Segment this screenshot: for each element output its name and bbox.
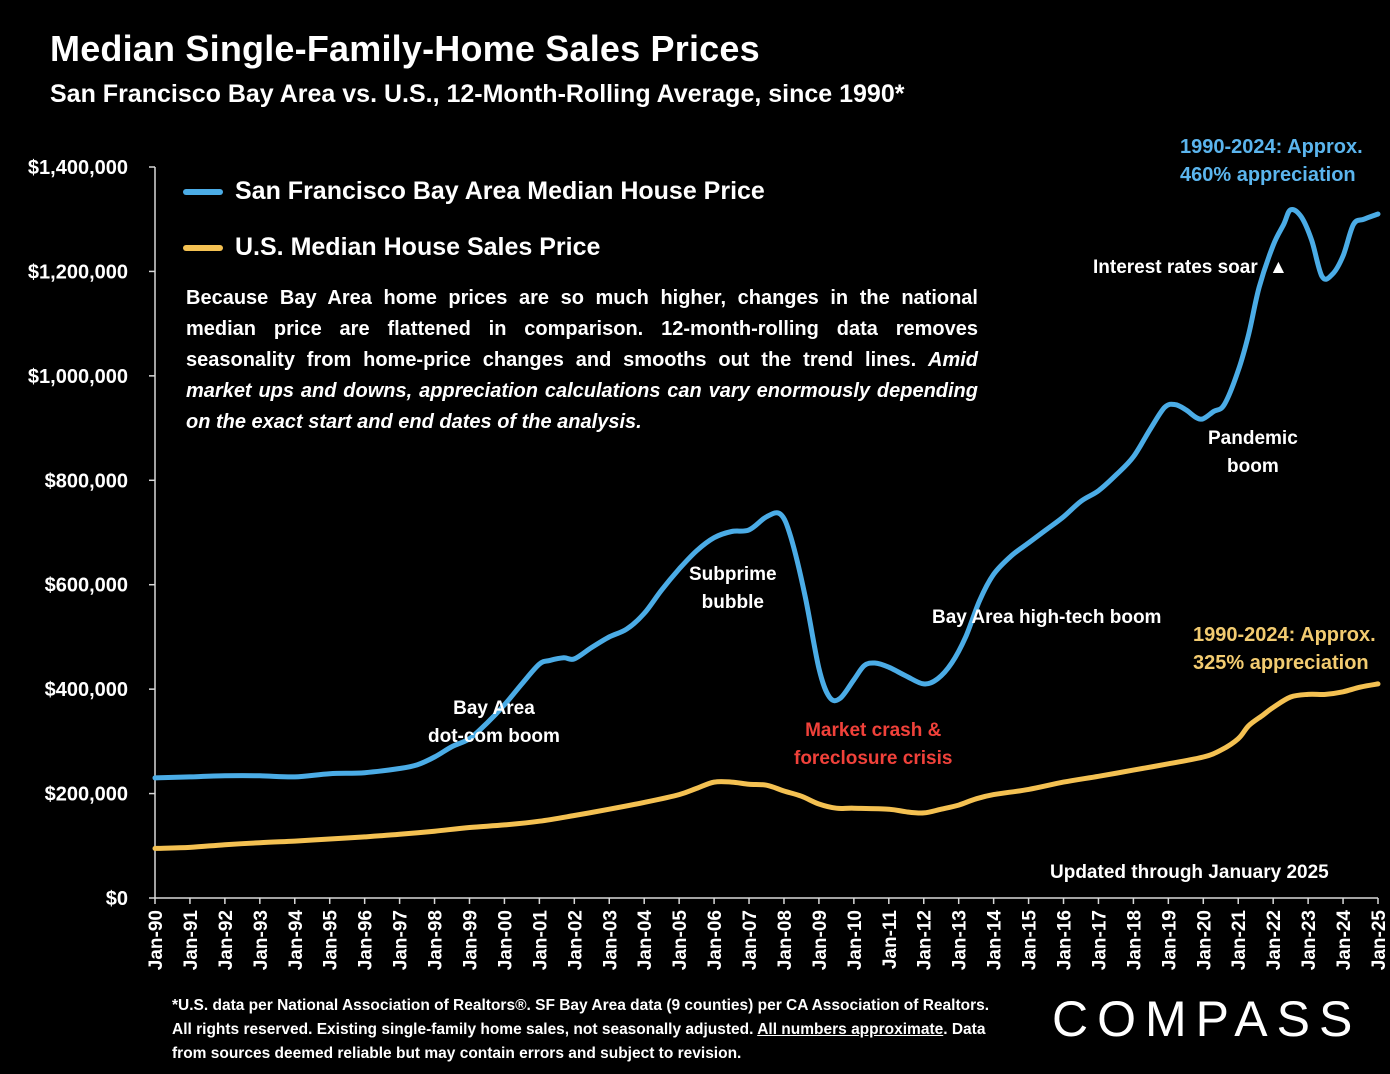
compass-logo: COMPASS [1052, 991, 1362, 1047]
footnote: *U.S. data per National Association of R… [172, 994, 1012, 1066]
x-tick-label: Jan-16 [1055, 910, 1076, 970]
interest-rates-label: Interest rates soar [1093, 257, 1258, 278]
us-appreciation-line1: 1990-2024: Approx. [1193, 624, 1376, 646]
x-tick-label: Jan-20 [1194, 910, 1215, 970]
x-tick-label: Jan-19 [1159, 910, 1180, 970]
x-tick-label: Jan-92 [216, 910, 237, 970]
updated-note: Updated through January 2025 [1050, 862, 1329, 883]
x-tick-label: Jan-09 [810, 910, 831, 970]
x-tick-label: Jan-13 [950, 910, 971, 970]
x-tick-label: Jan-11 [880, 910, 901, 970]
y-tick-label: $1,000,000 [28, 366, 128, 388]
description-text: Because Bay Area home prices are so much… [186, 287, 978, 371]
us-appreciation-note: 1990-2024: Approx. 325% appreciation [1193, 621, 1376, 677]
y-tick-label: $400,000 [45, 679, 128, 701]
x-tick-label: Jan-18 [1124, 910, 1145, 970]
dotcom-line2: dot-com boom [428, 726, 560, 747]
x-tick-label: Jan-95 [321, 910, 342, 971]
x-tick-label: Jan-03 [600, 910, 621, 970]
bay-appreciation-note: 1990-2024: Approx. 460% appreciation [1180, 133, 1363, 189]
y-tick-label: $1,400,000 [28, 157, 128, 179]
x-tick-label: Jan-23 [1299, 910, 1320, 970]
crash-note: Market crash & foreclosure crisis [794, 717, 952, 773]
x-tick-label: Jan-94 [286, 910, 307, 971]
footnote-part1: *U.S. data per National Association of R… [172, 997, 990, 1038]
x-tick-label: Jan-93 [251, 910, 272, 970]
legend-us-label: U.S. Median House Sales Price [235, 233, 601, 261]
x-tick-label: Jan-02 [565, 910, 586, 970]
x-tick-label: Jan-91 [181, 910, 202, 971]
chart-subtitle: San Francisco Bay Area vs. U.S., 12-Mont… [50, 80, 905, 108]
dotcom-line1: Bay Area [453, 698, 535, 719]
axes: $0 $200,000 $400,000 $600,000 $800,000 $1,000… [28, 157, 1390, 970]
y-tick-label: $0 [106, 888, 128, 910]
crash-line1: Market crash & [805, 720, 942, 741]
subprime-line2: bubble [701, 592, 764, 613]
y-tick-label: $800,000 [45, 470, 128, 492]
x-tick-label: Jan-96 [356, 910, 377, 970]
description-italic: Amid market ups and downs, appreciation … [186, 349, 978, 433]
x-tick-label: Jan-08 [775, 910, 796, 970]
footnote-part2: . Data from sources deemed reliable but … [172, 1021, 986, 1062]
bay-appreciation-line1: 1990-2024: Approx. [1180, 136, 1363, 158]
us-line [152, 681, 1381, 851]
y-tick-label: $200,000 [45, 784, 128, 806]
chart-title: Median Single-Family-Home Sales Prices [50, 28, 760, 69]
x-tick-label: Jan-99 [460, 910, 481, 970]
legend-bay-swatch [183, 188, 223, 195]
interest-rates-note: Interest rates soar ▲ [1093, 254, 1288, 282]
pandemic-note: Pandemic boom [1208, 425, 1298, 481]
x-tick-label: Jan-12 [915, 910, 936, 970]
bay-appreciation-line2: 460% appreciation [1180, 164, 1356, 186]
y-tick-label: $1,200,000 [28, 261, 128, 283]
footnote-underlined: All numbers approximate [757, 1021, 944, 1038]
pandemic-line2: boom [1227, 456, 1279, 477]
x-tick-label: Jan-05 [670, 910, 691, 971]
up-triangle-icon: ▲ [1269, 257, 1288, 278]
x-tick-label: Jan-25 [1369, 910, 1390, 971]
x-tick-label: Jan-07 [740, 910, 761, 970]
x-tick-label: Jan-17 [1089, 910, 1110, 970]
subprime-line1: Subprime [689, 564, 777, 585]
x-tick-label: Jan-06 [705, 910, 726, 970]
x-tick-label: Jan-24 [1334, 910, 1355, 971]
pandemic-line1: Pandemic [1208, 428, 1298, 449]
series-lines [152, 207, 1381, 851]
subprime-note: Subprime bubble [689, 561, 777, 617]
us-appreciation-line2: 325% appreciation [1193, 652, 1369, 674]
x-tick-label: Jan-98 [426, 910, 447, 970]
x-tick-label: Jan-14 [985, 910, 1006, 971]
x-tick-label: Jan-01 [530, 910, 551, 971]
x-tick-label: Jan-22 [1264, 910, 1285, 970]
y-tick-label: $600,000 [45, 575, 128, 597]
description: Because Bay Area home prices are so much… [186, 283, 978, 438]
hightech-note: Bay Area high-tech boom [932, 607, 1162, 628]
x-tick-label: Jan-04 [635, 910, 656, 971]
x-tick-label: Jan-10 [845, 910, 866, 970]
bay-area-line [152, 207, 1381, 781]
x-tick-label: Jan-00 [495, 910, 516, 970]
x-tick-label: Jan-15 [1020, 910, 1041, 971]
x-tick-label: Jan-21 [1229, 910, 1250, 971]
x-tick-label: Jan-97 [391, 910, 412, 970]
legend-us: U.S. Median House Sales Price [183, 233, 600, 262]
dotcom-note: Bay Area dot-com boom [428, 695, 560, 751]
legend-us-swatch [183, 244, 223, 251]
legend-bay: San Francisco Bay Area Median House Pric… [183, 177, 765, 206]
x-tick-label: Jan-90 [146, 910, 167, 970]
legend-bay-label: San Francisco Bay Area Median House Pric… [235, 177, 765, 205]
crash-line2: foreclosure crisis [794, 748, 953, 769]
